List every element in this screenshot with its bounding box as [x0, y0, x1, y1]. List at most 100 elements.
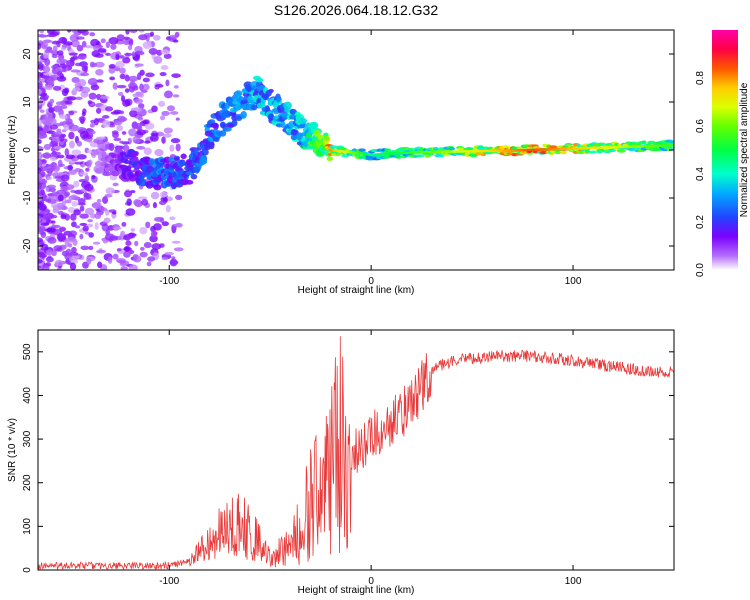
colorbar-tick-label: 0.4 [695, 167, 706, 181]
heat-cell [394, 155, 403, 159]
heat-cell [58, 36, 68, 44]
heat-cell [50, 220, 56, 224]
heat-cell [54, 259, 64, 267]
heat-cell [51, 151, 61, 156]
heat-cell [94, 212, 102, 220]
heat-cell [88, 92, 97, 100]
heat-cell [138, 103, 145, 109]
heat-cell [58, 210, 64, 216]
heat-cell [96, 249, 107, 254]
heat-cell [116, 125, 124, 132]
heat-cell [38, 62, 44, 71]
heat-cell [40, 264, 50, 270]
heat-cell [103, 217, 111, 224]
heat-cell [71, 125, 80, 131]
heat-cell [240, 111, 247, 119]
heat-cell [117, 91, 124, 96]
heat-cell [175, 143, 181, 152]
heat-cell [158, 200, 167, 205]
heat-cell [49, 98, 55, 104]
heat-cell [323, 135, 330, 141]
heat-cell [125, 208, 136, 216]
heat-cell [38, 126, 43, 131]
heat-cell [98, 166, 104, 174]
heat-cell [38, 215, 41, 221]
heat-cell [56, 154, 65, 159]
heat-cell [57, 194, 64, 202]
snr-y-label: SNR (10 * v/v) [7, 418, 18, 482]
heat-cell [128, 44, 133, 51]
heat-cell [125, 240, 132, 246]
heat-cell [139, 83, 144, 91]
heat-cell [627, 147, 636, 152]
heat-cell [401, 146, 410, 151]
heat-cell [120, 266, 128, 270]
heat-cell [79, 205, 85, 212]
heat-cell [156, 49, 163, 56]
heat-cell [60, 174, 70, 182]
heat-cell [96, 93, 102, 101]
heat-cell [159, 71, 167, 77]
heat-cell [109, 76, 116, 81]
heat-cell [96, 136, 106, 140]
heat-cell [173, 247, 184, 252]
heat-cell [49, 156, 57, 162]
heat-cell [59, 121, 64, 126]
heat-cell [53, 145, 63, 150]
heat-cell [44, 112, 53, 119]
heat-cell [250, 85, 258, 90]
heat-cell [88, 232, 94, 238]
heat-cell [335, 152, 342, 156]
heat-cell [208, 142, 215, 150]
heat-cell [167, 175, 174, 184]
heat-cell [80, 117, 85, 124]
heat-cell [134, 63, 144, 67]
heat-cell [75, 36, 85, 40]
heat-cell [549, 145, 558, 149]
heat-cell [87, 219, 93, 223]
heat-cell [130, 228, 135, 232]
heat-cell [94, 222, 99, 230]
heat-cell [46, 164, 56, 172]
heat-cell [80, 86, 91, 94]
heat-cell [46, 30, 56, 35]
heat-cell [131, 51, 136, 58]
heat-cell [161, 221, 169, 227]
heat-cell [608, 148, 616, 153]
heat-cell [175, 117, 180, 121]
heat-cell [210, 122, 219, 129]
heat-cell [275, 96, 281, 103]
heat-cell [114, 67, 121, 72]
heat-cell [152, 34, 161, 41]
snr-frame [37, 329, 675, 571]
heat-cell [64, 100, 73, 105]
heat-cell [116, 84, 127, 89]
figure-title: S126.2026.064.18.12.G32 [274, 2, 438, 18]
heat-cell [116, 248, 122, 252]
heat-cell [38, 139, 42, 145]
heat-cell [589, 150, 597, 154]
heat-cell [47, 237, 57, 244]
heat-cell [38, 259, 43, 264]
heat-cell [105, 106, 114, 112]
heat-cell [68, 131, 75, 140]
heat-cell [150, 191, 160, 200]
heat-cell [122, 99, 131, 107]
heat-cell [174, 31, 180, 38]
heat-cell [81, 40, 87, 48]
heat-cell [148, 158, 156, 165]
heat-cell [38, 254, 48, 258]
heat-cell [38, 61, 43, 65]
heat-cell [123, 190, 133, 198]
heat-cell [59, 226, 66, 232]
heat-cell [138, 30, 145, 33]
heat-cell [255, 77, 264, 83]
heat-cell [49, 140, 59, 148]
heat-cell [104, 233, 115, 241]
heat-cell [39, 109, 45, 113]
heat-cell [161, 257, 169, 261]
heat-cell [82, 225, 89, 232]
heat-cell [105, 52, 111, 56]
heat-cell [448, 147, 456, 151]
heat-cell [669, 146, 674, 150]
